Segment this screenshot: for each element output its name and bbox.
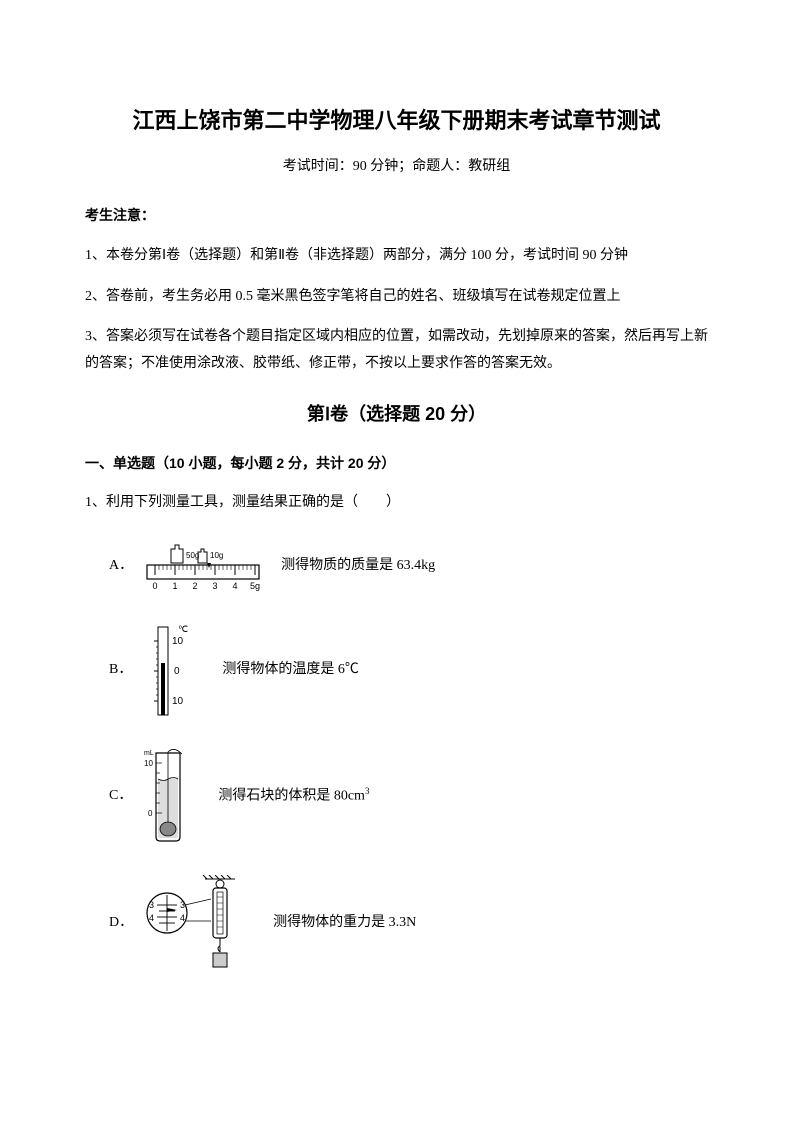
svg-text:4: 4 xyxy=(180,913,185,923)
option-d-label: D． xyxy=(109,910,133,937)
svg-text:0: 0 xyxy=(174,666,180,677)
option-b-text: 测得物体的温度是 6℃ xyxy=(222,657,359,684)
option-c-label: C． xyxy=(109,783,132,810)
option-c-row: C． mL 10 0 测得石块的体积是 8 xyxy=(85,747,708,847)
option-b-row: B． ℃ 10 0 10 测得物体的温度是 6℃ xyxy=(85,623,708,719)
notice-3: 3、答案必须写在试卷各个题目指定区域内相应的位置，如需改动，先划掉原来的答案，然… xyxy=(85,324,708,377)
option-d-text: 测得物体的重力是 3.3N xyxy=(273,910,416,937)
notice-header: 考生注意： xyxy=(85,202,708,229)
weight-10g: 10g xyxy=(210,551,223,560)
weight-50g: 50g xyxy=(186,551,199,560)
notice-1: 1、本卷分第Ⅰ卷（选择题）和第Ⅱ卷（非选择题）两部分，满分 100 分，考试时间… xyxy=(85,243,708,270)
option-a-row: A． 50g 10g xyxy=(85,539,708,595)
option-d-row: D． 3 4 3 4 xyxy=(85,875,708,973)
svg-text:mL: mL xyxy=(144,750,154,757)
section1-header: 第Ⅰ卷（选择题 20 分） xyxy=(85,397,708,431)
svg-text:4: 4 xyxy=(233,581,238,591)
question-1: 1、利用下列测量工具，测量结果正确的是（ ） xyxy=(85,490,708,517)
svg-text:3: 3 xyxy=(149,900,154,910)
exam-subtitle: 考试时间：90 分钟；命题人：教研组 xyxy=(85,154,708,181)
svg-text:4: 4 xyxy=(149,913,154,923)
svg-text:1: 1 xyxy=(173,581,178,591)
svg-text:10: 10 xyxy=(172,696,184,707)
option-a-text: 测得物质的质量是 63.4kg xyxy=(281,553,435,580)
svg-text:3: 3 xyxy=(213,581,218,591)
svg-text:3: 3 xyxy=(180,900,185,910)
svg-text:10: 10 xyxy=(144,759,153,768)
question-group-header: 一、单选题（10 小题，每小题 2 分，共计 20 分） xyxy=(85,450,708,477)
notice-2: 2、答卷前，考生务必用 0.5 毫米黑色签字笔将自己的姓名、班级填写在试卷规定位… xyxy=(85,284,708,311)
option-a-label: A． xyxy=(109,553,133,580)
graduated-cylinder-icon: mL 10 0 xyxy=(144,747,200,847)
svg-text:5g: 5g xyxy=(250,581,260,591)
exam-title: 江西上饶市第二中学物理八年级下册期末考试章节测试 xyxy=(85,100,708,142)
svg-text:0: 0 xyxy=(148,809,153,818)
spring-scale-icon: 3 4 3 4 xyxy=(145,875,255,973)
option-b-label: B． xyxy=(109,657,132,684)
thermometer-icon: ℃ 10 0 10 xyxy=(144,623,204,719)
option-c-text: 测得石块的体积是 80cm3 xyxy=(218,783,369,810)
svg-text:℃: ℃ xyxy=(178,624,188,634)
balance-scale-icon: 50g 10g xyxy=(145,539,263,595)
svg-text:10: 10 xyxy=(172,636,184,647)
svg-text:0: 0 xyxy=(153,581,158,591)
svg-text:2: 2 xyxy=(193,581,198,591)
